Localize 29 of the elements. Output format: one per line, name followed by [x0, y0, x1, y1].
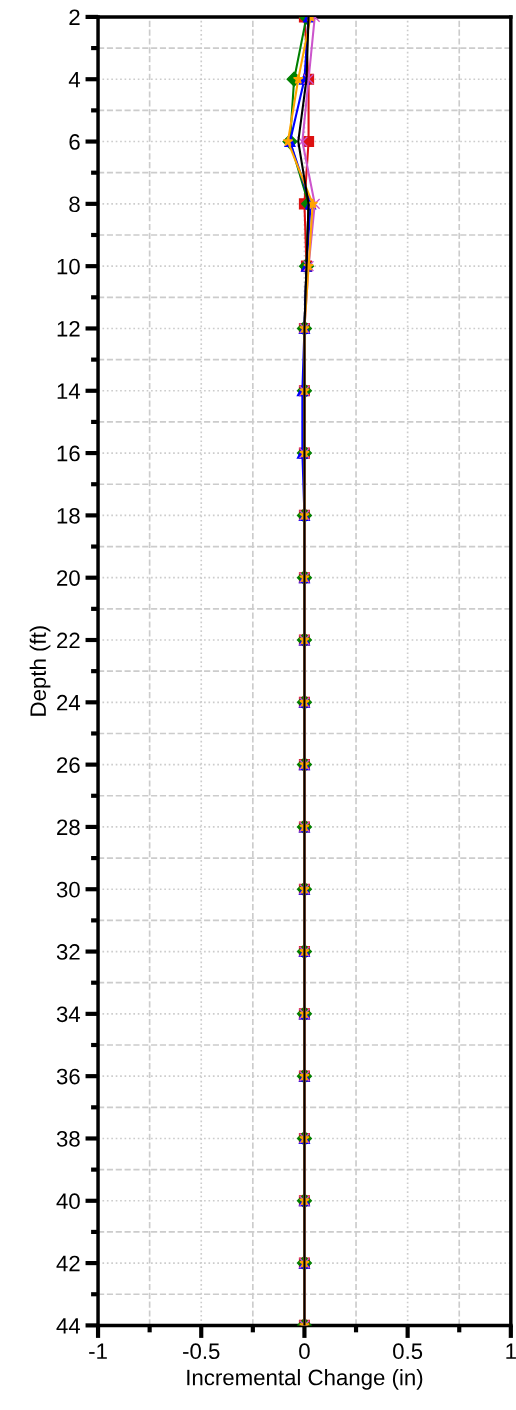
y-tick-label: 18: [57, 507, 80, 524]
x-axis-title: Incremental Change (in): [187, 1369, 423, 1390]
y-tick-label: 10: [57, 258, 80, 275]
x-tick-label: 0: [299, 1343, 310, 1360]
x-tick-label: -0.5: [183, 1343, 220, 1360]
x-tick-label: -1: [89, 1343, 107, 1359]
y-tick-label: 30: [56, 881, 80, 898]
y-tick-label: 38: [56, 1131, 80, 1147]
y-tick-label: 44: [56, 1318, 81, 1334]
y-tick-label: 26: [57, 757, 80, 773]
y-axis-title: Depth (ft): [29, 626, 51, 716]
y-tick-label: 6: [69, 134, 80, 150]
y-tick-label: 22: [57, 632, 80, 649]
y-tick-label: 24: [57, 694, 81, 711]
y-tick-label: 16: [57, 445, 80, 462]
x-tick-label: 0.5: [393, 1343, 423, 1360]
y-tick-label: 8: [69, 196, 80, 213]
y-tick-label: 2: [69, 9, 80, 25]
y-tick-label: 42: [56, 1255, 80, 1272]
y-tick-label: 20: [57, 570, 80, 586]
x-tick-label: 1: [506, 1343, 516, 1359]
y-tick-label: 14: [57, 383, 81, 399]
y-tick-label: 36: [56, 1068, 80, 1085]
y-tick-label: 40: [56, 1193, 80, 1210]
y-tick-label: 28: [57, 819, 80, 836]
y-tick-label: 12: [57, 321, 80, 337]
y-tick-label: 4: [68, 71, 81, 88]
y-tick-label: 34: [56, 1006, 81, 1023]
y-tick-label: 32: [56, 944, 80, 960]
